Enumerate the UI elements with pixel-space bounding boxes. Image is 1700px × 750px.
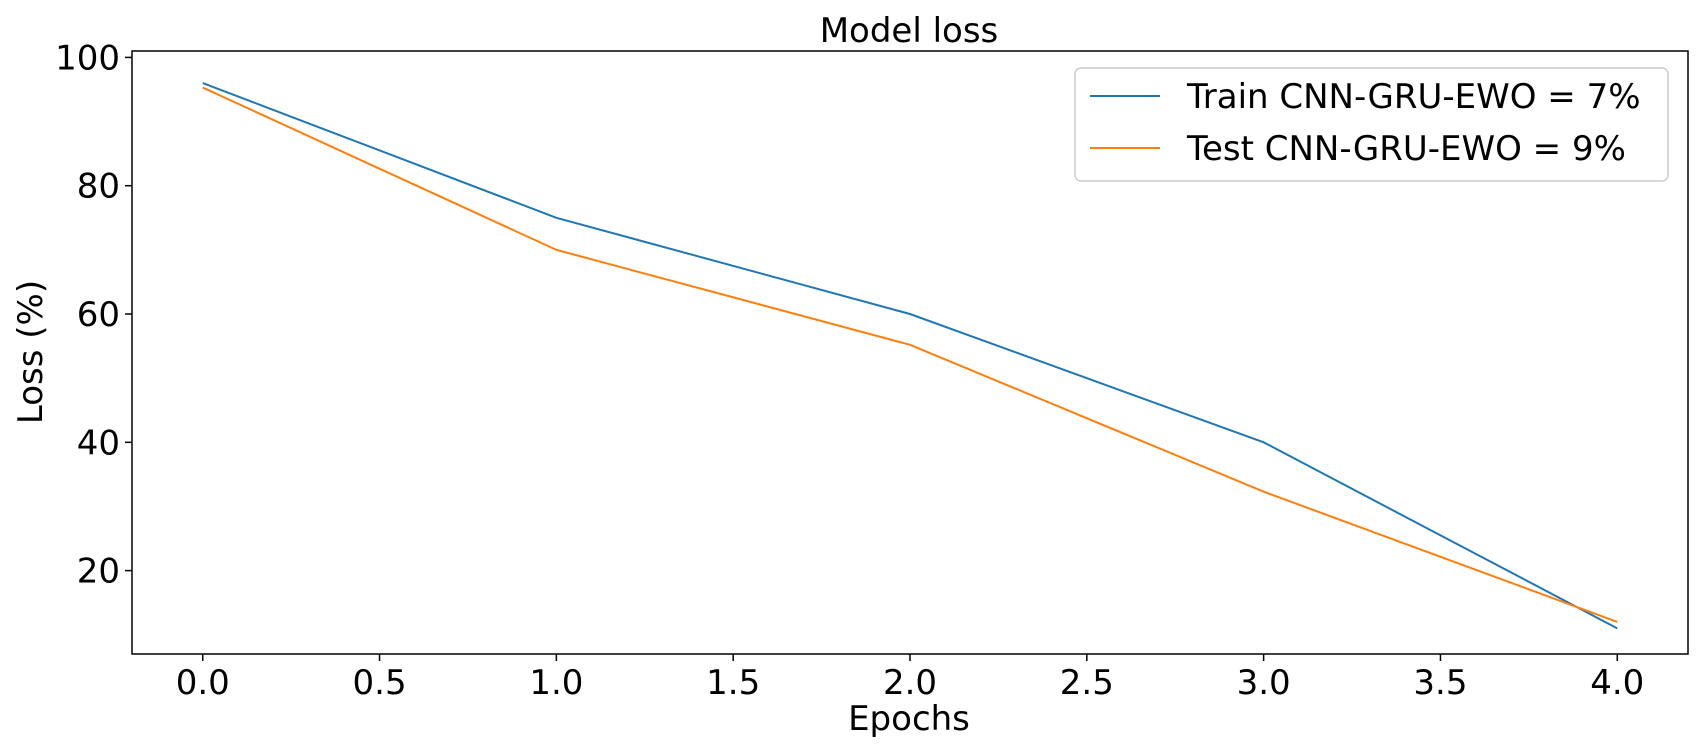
series-line-train bbox=[202, 82, 1618, 630]
x-axis-title: Epochs bbox=[848, 699, 970, 739]
x-tick-label: 3.5 bbox=[1413, 663, 1467, 703]
x-tick-label: 3.0 bbox=[1237, 663, 1291, 703]
x-tick-label: 0.5 bbox=[353, 663, 407, 703]
y-tick-label: 20 bbox=[77, 552, 120, 592]
y-axis-title: Loss (%) bbox=[11, 280, 51, 424]
y-tick-label: 60 bbox=[77, 295, 120, 335]
x-tick-label: 0.0 bbox=[176, 663, 230, 703]
series-line-test bbox=[202, 86, 1618, 623]
y-axis-ticks: 20 40 60 80 100 bbox=[55, 38, 132, 592]
legend: Train CNN-GRU-EWO = 7% Test CNN-GRU-EWO =… bbox=[1074, 67, 1669, 182]
series-group bbox=[202, 82, 1618, 630]
y-tick-label: 100 bbox=[55, 38, 120, 78]
legend-label: Test CNN-GRU-EWO = 9% bbox=[1186, 129, 1626, 169]
y-tick-label: 40 bbox=[77, 423, 120, 463]
x-tick-label: 2.0 bbox=[883, 663, 937, 703]
chart-title: Model loss bbox=[820, 11, 999, 51]
y-tick-label: 80 bbox=[77, 167, 120, 207]
x-tick-label: 2.5 bbox=[1060, 663, 1114, 703]
x-axis-ticks: 0.0 0.5 1.0 1.5 2.0 2.5 3.0 3.5 4.0 bbox=[176, 654, 1644, 703]
x-tick-label: 1.5 bbox=[706, 663, 760, 703]
legend-label: Train CNN-GRU-EWO = 7% bbox=[1186, 77, 1641, 117]
x-tick-label: 4.0 bbox=[1590, 663, 1644, 703]
legend-frame bbox=[1074, 67, 1669, 182]
x-tick-label: 1.0 bbox=[529, 663, 583, 703]
